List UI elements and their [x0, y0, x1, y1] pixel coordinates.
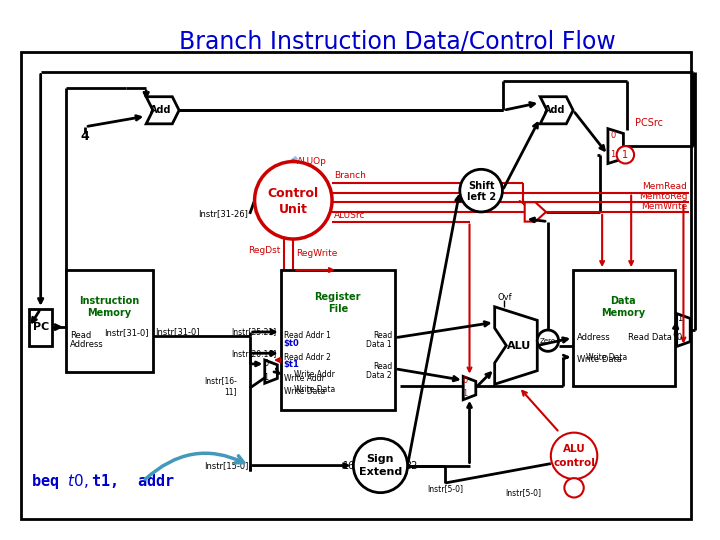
Text: Zero: Zero [540, 338, 556, 343]
Text: 32: 32 [405, 461, 418, 470]
Text: Shift: Shift [468, 181, 495, 191]
Text: 0: 0 [264, 360, 269, 368]
Text: PC: PC [32, 322, 49, 332]
Text: left 2: left 2 [467, 192, 495, 202]
Text: RegDst: RegDst [248, 246, 281, 255]
Text: Read: Read [373, 332, 392, 340]
Text: Instr[31-0]: Instr[31-0] [104, 328, 149, 338]
Text: 16: 16 [343, 461, 356, 470]
Text: Instruction: Instruction [79, 296, 140, 306]
Text: Memory: Memory [601, 308, 646, 318]
Text: Extend: Extend [359, 467, 402, 477]
Text: MemRead: MemRead [642, 182, 688, 191]
Text: Read: Read [70, 332, 91, 340]
Text: Read Addr 2: Read Addr 2 [284, 353, 330, 362]
Text: 0: 0 [462, 376, 467, 385]
Bar [66, 270, 153, 372]
Text: PCSrc: PCSrc [635, 118, 663, 128]
Text: Instr[20:16]: Instr[20:16] [232, 349, 277, 358]
Bar [573, 270, 675, 386]
Text: 1: 1 [610, 150, 616, 159]
Text: ALU: ALU [563, 444, 585, 454]
Text: Address: Address [70, 340, 104, 349]
Circle shape [255, 161, 332, 239]
Text: File: File [328, 303, 348, 314]
Circle shape [460, 170, 503, 212]
Polygon shape [265, 360, 277, 383]
Text: ALUOp: ALUOp [297, 157, 327, 166]
Circle shape [537, 330, 559, 352]
Text: Memory: Memory [87, 308, 132, 318]
Text: Read Addr 1: Read Addr 1 [284, 332, 330, 340]
Text: $t0: $t0 [284, 339, 300, 348]
Text: ALU: ALU [507, 341, 531, 350]
Text: 1: 1 [462, 389, 467, 399]
Polygon shape [495, 307, 537, 384]
Polygon shape [608, 129, 624, 164]
Text: 4: 4 [81, 130, 89, 143]
Text: Instr[16-
11]: Instr[16- 11] [204, 376, 237, 396]
Polygon shape [463, 376, 476, 400]
Bar [281, 270, 395, 410]
Text: Address: Address [577, 333, 611, 342]
Text: Branch: Branch [334, 171, 366, 180]
Text: Branch Instruction Data/Control Flow: Branch Instruction Data/Control Flow [179, 30, 616, 54]
Text: 0: 0 [677, 333, 683, 342]
Text: Data 2: Data 2 [366, 371, 392, 380]
Text: beq $t0,$t1,  addr: beq $t0,$t1, addr [31, 471, 175, 490]
Text: Add: Add [544, 105, 565, 115]
Polygon shape [540, 97, 573, 124]
Polygon shape [677, 314, 690, 347]
Circle shape [564, 478, 584, 497]
Text: 1: 1 [264, 373, 269, 382]
Circle shape [551, 433, 598, 479]
Text: Instr[5-0]: Instr[5-0] [427, 484, 463, 493]
Text: Read: Read [373, 362, 392, 372]
Text: RegWrite: RegWrite [296, 249, 338, 258]
Text: Instr[15-0]: Instr[15-0] [204, 461, 249, 470]
Polygon shape [525, 202, 546, 221]
Circle shape [616, 146, 634, 164]
Text: MemWrite: MemWrite [641, 201, 688, 211]
Text: control: control [553, 457, 595, 468]
Text: Instr[31-0]: Instr[31-0] [155, 327, 199, 336]
Text: Control: Control [268, 187, 319, 200]
Text: Write Data: Write Data [294, 384, 336, 394]
Text: Data 1: Data 1 [366, 340, 392, 349]
Text: Read Data: Read Data [628, 333, 672, 342]
Text: Write Data: Write Data [577, 355, 622, 363]
Text: Add: Add [150, 105, 171, 115]
Text: Write Addr: Write Addr [284, 374, 325, 383]
Text: Unit: Unit [279, 202, 307, 215]
Text: Sign: Sign [366, 454, 394, 464]
Text: 0: 0 [610, 131, 616, 140]
Text: Write Data: Write Data [284, 388, 325, 396]
Circle shape [354, 438, 408, 492]
Text: Write Addr: Write Addr [294, 370, 335, 379]
Text: Instr[5-0]: Instr[5-0] [505, 488, 541, 497]
Text: ALUSrc: ALUSrc [334, 211, 365, 220]
Text: 1: 1 [622, 150, 629, 160]
Text: $t1: $t1 [284, 360, 300, 369]
Text: Write Data: Write Data [586, 353, 628, 362]
Text: MemtoReg: MemtoReg [639, 192, 688, 201]
Text: Data: Data [611, 296, 636, 306]
Text: Ovf: Ovf [497, 293, 512, 302]
Polygon shape [146, 97, 179, 124]
Bar [29, 309, 53, 346]
Text: Instr[25:21]: Instr[25:21] [232, 327, 277, 336]
Text: Instr[31-26]: Instr[31-26] [198, 210, 248, 218]
Text: 1: 1 [677, 314, 683, 323]
Bar [22, 52, 691, 519]
Text: Register: Register [315, 292, 361, 302]
